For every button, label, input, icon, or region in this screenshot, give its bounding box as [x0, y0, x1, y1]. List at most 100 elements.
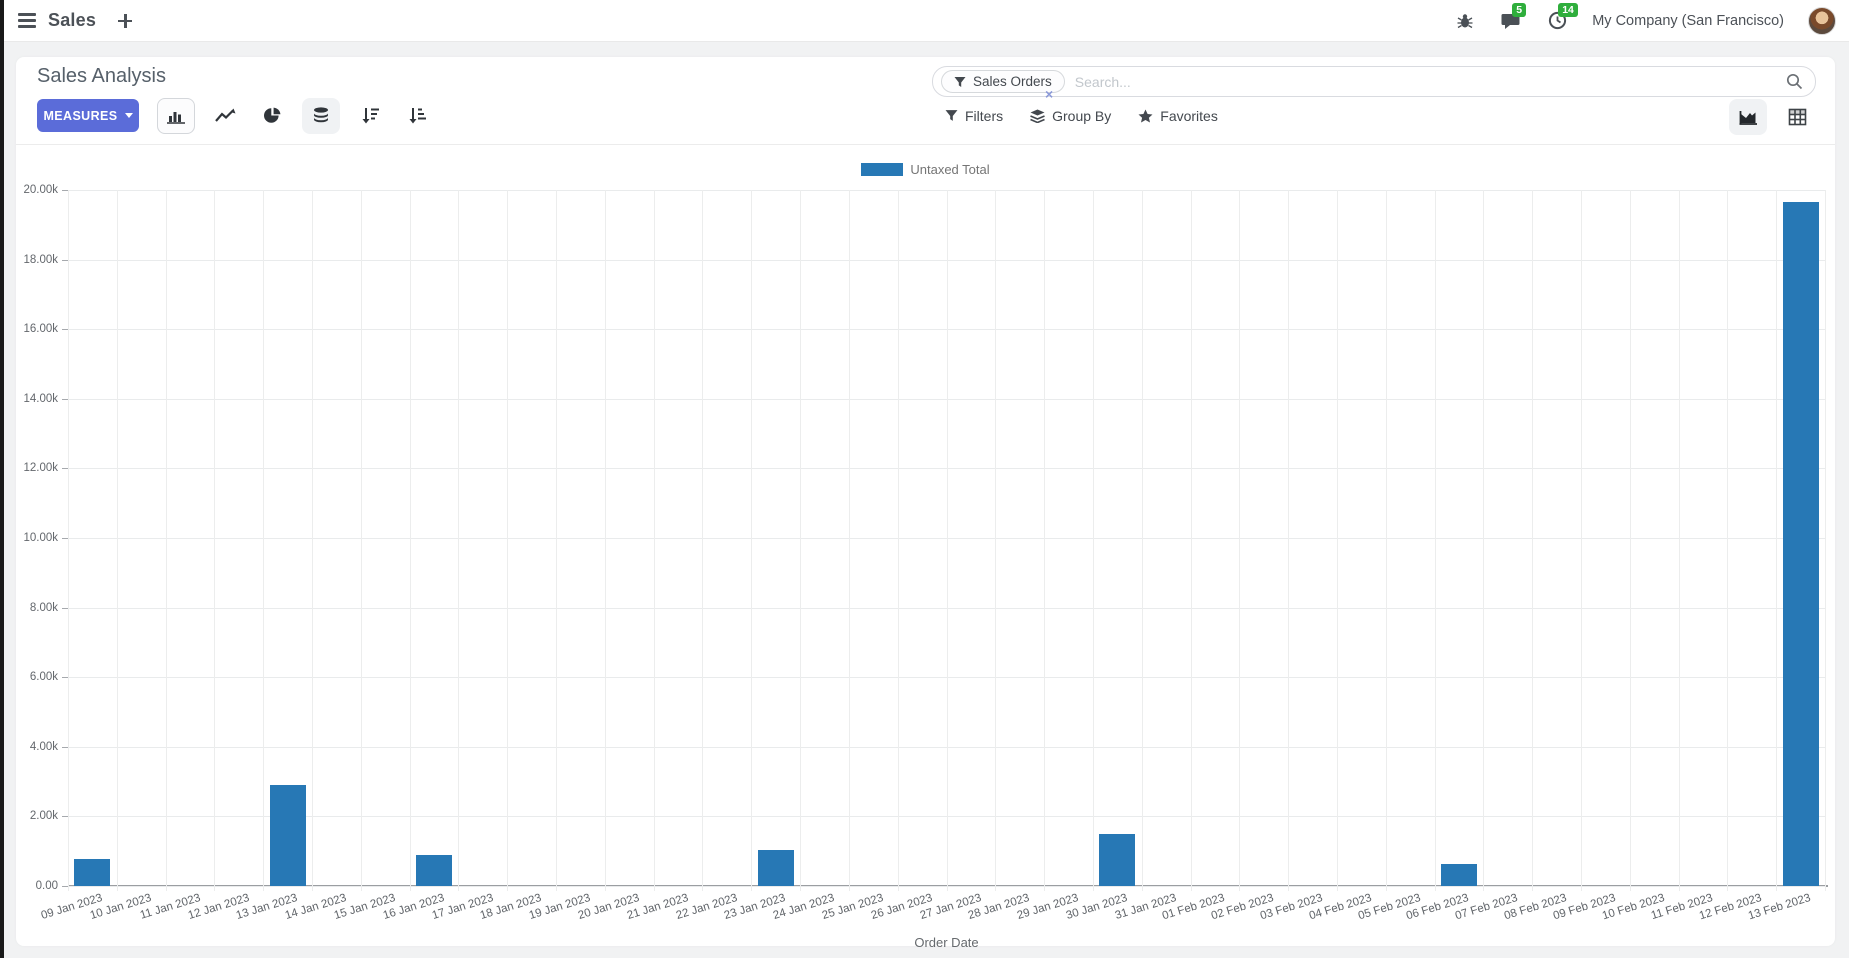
v-gridline [1336, 190, 1338, 891]
y-tick-label: 12.00k [23, 462, 58, 475]
user-avatar[interactable] [1808, 6, 1836, 35]
bar-13-feb-2023[interactable] [1782, 202, 1819, 886]
v-gridline [604, 190, 606, 891]
area-chart-icon [1739, 111, 1757, 125]
line-chart-button[interactable] [208, 99, 242, 132]
filters-label: Filters [965, 107, 1004, 124]
top-navbar: Sales 5 14 My Compan [0, 0, 1849, 42]
search-facet-sales-orders[interactable]: Sales Orders [941, 70, 1065, 93]
v-gridline [1776, 190, 1778, 891]
control-panel-divider [16, 144, 1835, 145]
page-title: Sales Analysis [37, 65, 166, 87]
bar-chart-plot: 09 Jan 2023 10 Jan 2023 11 Jan 2023 12 Jan … [40, 190, 1828, 922]
activities-icon[interactable]: 14 [1546, 2, 1578, 32]
v-gridline [946, 190, 948, 891]
group-by-layers-icon [1030, 109, 1045, 123]
favorites-button[interactable]: Favorites [1138, 108, 1218, 124]
bar-16-jan-2023[interactable] [416, 855, 453, 886]
company-switcher[interactable]: My Company (San Francisco) [1592, 12, 1784, 29]
legend-label: Untaxed Total [910, 162, 990, 177]
chart-type-toolbar [157, 97, 434, 134]
v-gridline [800, 190, 802, 891]
v-gridline [1532, 190, 1534, 891]
chat-bubble-glyph [1501, 13, 1520, 29]
v-gridline [1141, 190, 1143, 891]
pie-chart-icon [263, 107, 280, 123]
v-gridline [1580, 190, 1582, 891]
favorites-star-icon [1138, 109, 1153, 122]
bar-23-jan-2023[interactable] [757, 850, 794, 886]
y-tick-label: 14.00k [23, 392, 58, 405]
v-gridline [1190, 190, 1192, 891]
v-gridline [312, 190, 314, 891]
v-gridline [1434, 190, 1436, 891]
bar-chart-button[interactable] [157, 97, 195, 134]
bug-glyph [1457, 13, 1473, 28]
v-gridline [1629, 190, 1631, 891]
y-tick [62, 746, 68, 748]
bar-09-jan-2023[interactable] [74, 859, 111, 886]
message-count-badge[interactable]: 5 [1512, 2, 1527, 18]
sort-descending-button[interactable] [353, 99, 387, 132]
chart-legend[interactable]: Untaxed Total [16, 162, 1835, 177]
pivot-view-button[interactable] [1780, 101, 1814, 134]
measures-button[interactable]: MEASURES [37, 99, 139, 132]
v-gridline [458, 190, 460, 891]
search-input[interactable]: Search... [1074, 73, 1131, 90]
y-tick [62, 190, 68, 191]
y-tick-label: 18.00k [23, 253, 58, 266]
v-gridline [68, 190, 69, 891]
y-tick [62, 886, 68, 887]
app-name[interactable]: Sales [48, 10, 97, 30]
v-gridline [1092, 190, 1094, 891]
v-gridline [1288, 190, 1290, 891]
v-gridline [751, 190, 753, 891]
search-icon[interactable] [1786, 73, 1803, 90]
activity-count-badge[interactable]: 14 [1558, 2, 1578, 18]
pie-chart-button[interactable] [255, 99, 289, 132]
v-gridline [1825, 190, 1826, 891]
bar-chart-icon [167, 111, 185, 124]
favorites-label: Favorites [1160, 107, 1218, 124]
group-by-button[interactable]: Group By [1030, 108, 1111, 124]
debug-bug-icon[interactable] [1454, 10, 1476, 32]
stacked-toggle-button[interactable] [302, 97, 340, 134]
v-gridline [897, 190, 899, 891]
v-gridline [653, 190, 655, 891]
sort-ascending-icon [409, 108, 426, 124]
y-tick-label: 4.00k [29, 740, 58, 753]
v-gridline [1483, 190, 1485, 891]
sort-ascending-button[interactable] [400, 99, 434, 132]
filters-button[interactable]: Filters [945, 108, 1003, 124]
v-gridline [165, 190, 167, 891]
view-switcher [1729, 99, 1814, 135]
search-bar[interactable]: Sales Orders Search... [932, 66, 1816, 97]
v-gridline [360, 190, 362, 891]
clock-glyph [1548, 11, 1566, 30]
pivot-table-icon [1788, 108, 1806, 126]
y-tick-label: 6.00k [29, 671, 58, 684]
v-gridline [1239, 190, 1241, 891]
v-gridline [848, 190, 850, 891]
graph-view-button[interactable] [1729, 99, 1767, 135]
bar-30-jan-2023[interactable] [1099, 834, 1136, 886]
search-options: Filters Group By Favorites [945, 99, 1218, 132]
y-tick-label: 2.00k [29, 810, 58, 823]
v-gridline [1385, 190, 1387, 891]
messages-icon[interactable]: 5 [1500, 2, 1527, 32]
y-tick-label: 8.00k [29, 601, 58, 614]
v-gridline [116, 190, 118, 891]
navbar-right: 5 14 My Company (San Francisco) [1454, 2, 1849, 35]
y-tick [62, 816, 68, 818]
v-gridline [702, 190, 704, 891]
facet-remove-icon[interactable]: × [1045, 86, 1054, 102]
line-chart-icon [215, 108, 236, 122]
v-gridline [409, 190, 411, 891]
apps-menu-icon[interactable] [18, 13, 36, 28]
bar-13-jan-2023[interactable] [269, 785, 306, 886]
bar-06-feb-2023[interactable] [1440, 864, 1477, 886]
plus-icon[interactable] [118, 13, 133, 28]
stacked-database-icon [314, 107, 328, 123]
y-tick-label: 16.00k [23, 323, 58, 336]
v-gridline [556, 190, 558, 891]
